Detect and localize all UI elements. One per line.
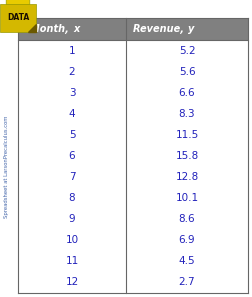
Bar [18,124,248,146]
Bar [18,18,248,40]
Text: 15.8: 15.8 [175,151,199,161]
Text: y: y [188,24,195,34]
Text: 12: 12 [66,277,79,287]
Text: 7: 7 [69,172,75,182]
Text: 10.1: 10.1 [175,193,199,203]
Text: 3: 3 [69,88,75,98]
Bar [18,82,248,103]
Text: Month,: Month, [30,24,72,34]
Text: 12.8: 12.8 [175,172,199,182]
Text: 11.5: 11.5 [175,130,199,140]
Text: DATA: DATA [7,13,29,23]
Polygon shape [28,24,36,32]
Text: 5.6: 5.6 [179,67,195,77]
Text: 2.7: 2.7 [179,277,195,287]
Text: 10: 10 [66,235,79,245]
Bar [18,103,248,124]
Text: Revenue,: Revenue, [133,24,187,34]
Text: 8.3: 8.3 [179,109,195,119]
Bar [18,167,248,188]
Text: 8.6: 8.6 [179,214,195,224]
Text: 4.5: 4.5 [179,256,195,266]
Text: 9: 9 [69,214,75,224]
Bar [18,146,248,167]
Text: 6: 6 [69,151,75,161]
Text: Spreadsheet at LarsonPrecalculus.com: Spreadsheet at LarsonPrecalculus.com [5,115,10,218]
Bar [18,188,248,209]
Text: 2: 2 [69,67,75,77]
FancyBboxPatch shape [6,0,30,5]
Bar [18,251,248,272]
Bar [18,209,248,230]
Text: 5: 5 [69,130,75,140]
Text: 4: 4 [69,109,75,119]
Text: x: x [73,24,79,34]
Text: 6.6: 6.6 [179,88,195,98]
Bar [18,230,248,251]
FancyBboxPatch shape [0,4,36,32]
Text: 5.2: 5.2 [179,45,195,56]
Bar [18,61,248,82]
Text: 6.9: 6.9 [179,235,195,245]
Text: 8: 8 [69,193,75,203]
Text: 1: 1 [69,45,75,56]
Bar [18,272,248,293]
Text: 11: 11 [66,256,79,266]
Bar [18,40,248,61]
